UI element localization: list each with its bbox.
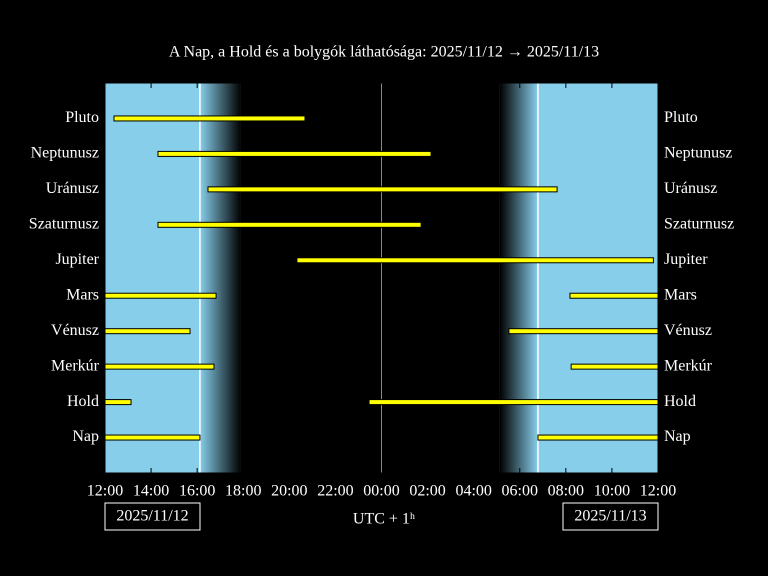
row-label: Vénusz [51,322,99,339]
visibility-bar [569,292,659,299]
visibility-bar [157,150,432,157]
row-label: Pluto [65,109,99,126]
x-tick-label: 06:00 [502,483,538,500]
row-label: Mars [664,286,697,303]
date-box [562,502,659,531]
visibility-bar [104,363,215,370]
row-label: Merkúr [51,357,100,374]
x-tick-label: 12:00 [87,483,123,500]
visibility-bar [113,115,306,122]
visibility-bar [368,399,659,406]
twilight [499,83,538,473]
visibility-bar [296,257,654,264]
visibility-bar [508,328,659,335]
start-date: 2025/11/12 [116,508,188,525]
row-label: Merkúr [664,357,713,374]
row-label: Jupiter [55,251,99,268]
row-label: Hold [67,393,99,410]
row-label: Vénusz [664,322,712,339]
visibility-bar [104,399,132,406]
row-label: Nap [72,428,99,445]
x-tick-label: 10:00 [594,483,630,500]
x-tick-label: 02:00 [409,483,445,500]
row-label: Uránusz [46,180,99,197]
visibility-bar [570,363,659,370]
date-box [104,502,201,531]
row-label: Jupiter [664,251,708,268]
row-label: Nap [664,428,691,445]
x-tick-label: 12:00 [640,483,676,500]
visibility-bar [537,434,659,441]
chart-title: A Nap, a Hold és a bolygók láthatósága: … [169,44,599,61]
twilight [199,83,241,473]
x-axis-label: UTC + 1ʰ [353,511,415,528]
x-tick-label: 22:00 [317,483,353,500]
row-label: Neptunusz [31,145,99,162]
x-tick-label: 18:00 [225,483,261,500]
night-sky [240,83,500,473]
row-label: Szaturnusz [29,215,99,232]
visibility-bar [207,186,558,193]
x-tick-label: 04:00 [455,483,491,500]
x-tick-label: 16:00 [179,483,215,500]
visibility-bar [104,434,201,441]
visibility-bar [104,292,217,299]
end-date: 2025/11/13 [574,508,646,525]
row-label: Neptunusz [664,145,732,162]
row-label: Mars [66,286,99,303]
x-tick-label: 14:00 [133,483,169,500]
x-tick-label: 08:00 [548,483,584,500]
x-tick-label: 20:00 [271,483,307,500]
row-label: Szaturnusz [664,215,734,232]
x-tick-label: 00:00 [363,483,399,500]
row-label: Uránusz [664,180,717,197]
visibility-bar [104,328,191,335]
plot-frame [104,82,659,474]
row-label: Hold [664,393,696,410]
row-label: Pluto [664,109,698,126]
visibility-bar [157,221,422,228]
